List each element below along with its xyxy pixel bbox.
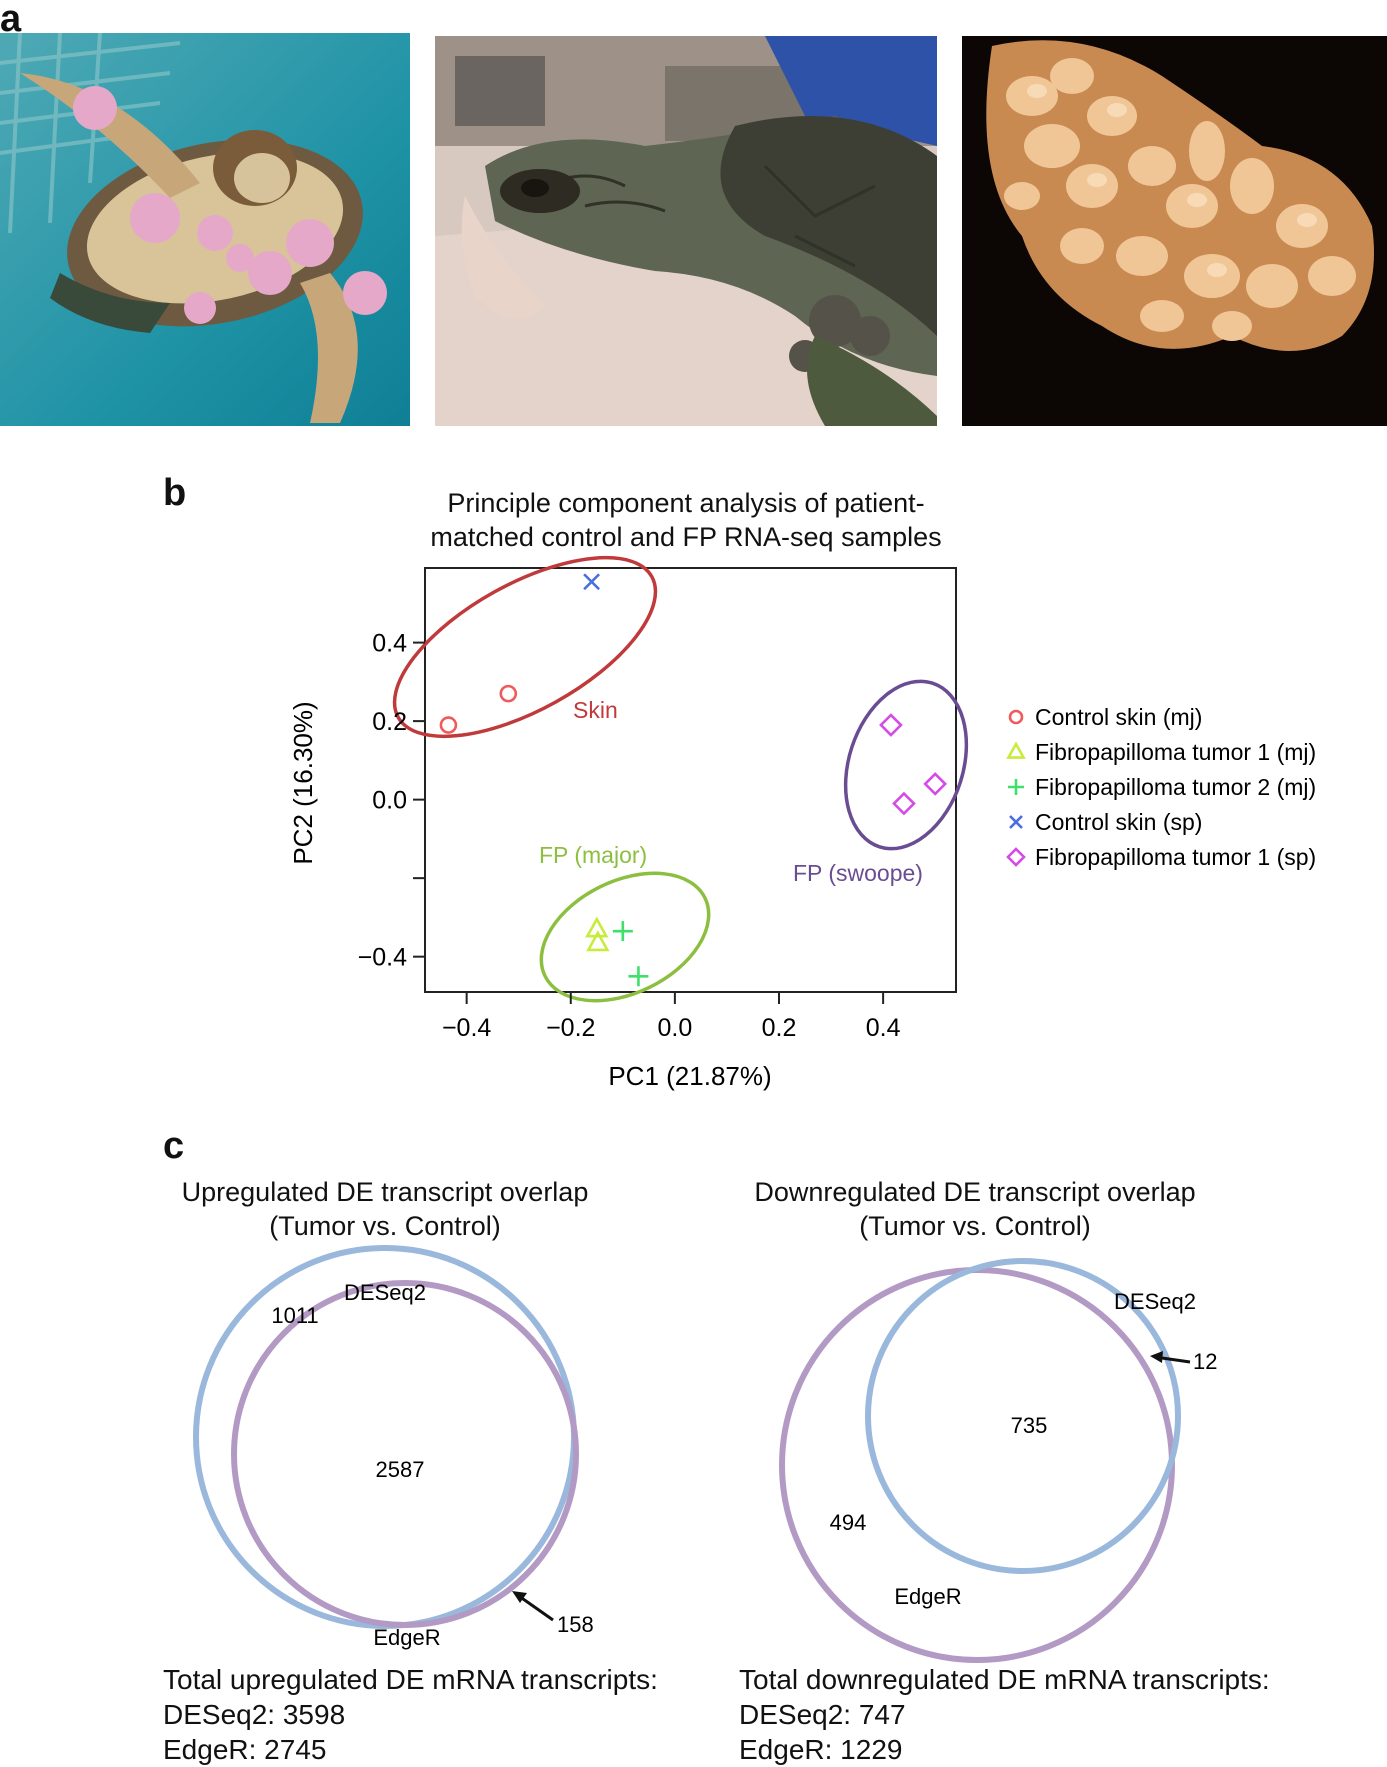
x-tick-label: −0.4 xyxy=(442,1014,491,1042)
up-edger-circle xyxy=(231,1280,579,1628)
legend-label: Fibropapilloma tumor 2 (mj) xyxy=(1035,774,1316,800)
data-point xyxy=(628,966,649,987)
plot-frame xyxy=(424,567,957,993)
legend-marker xyxy=(1006,741,1026,759)
fp-swoope-ellipse-label: FP (swoope) xyxy=(793,860,923,886)
legend-label: Control skin (mj) xyxy=(1035,704,1202,730)
skin-ellipse xyxy=(392,555,658,739)
panel-c-letter: c xyxy=(163,1125,185,1167)
down-total-edger: EdgeR: 1229 xyxy=(739,1734,903,1765)
tumor-closeup-photo xyxy=(962,36,1387,426)
down-venn-title-line1: Downregulated DE transcript overlap xyxy=(754,1177,1196,1207)
up-total-deseq2: DESeq2: 3598 xyxy=(163,1699,346,1730)
fp-major-ellipse-label: FP (major) xyxy=(539,842,647,868)
down-deseq2-only-count: 12 xyxy=(1193,1349,1217,1374)
down-total-line1: Total downregulated DE mRNA transcripts: xyxy=(739,1664,1270,1695)
panel-b-letter: b xyxy=(163,472,187,514)
down-totals: Total downregulated DE mRNA transcripts:… xyxy=(739,1662,1270,1767)
down-edger-only-count: 494 xyxy=(830,1510,867,1535)
x-tick-label: 0.0 xyxy=(657,1014,692,1042)
up-deseq2-label: DESeq2 xyxy=(344,1280,426,1305)
panel-a-letter: a xyxy=(0,0,22,40)
up-edger-label: EdgeR xyxy=(373,1625,440,1650)
skin-ellipse-label: Skin xyxy=(573,697,618,723)
up-arrow-head xyxy=(512,1591,527,1603)
pca-title-line2: matched control and FP RNA-seq samples xyxy=(430,522,942,552)
x-tick-label: 0.4 xyxy=(866,1014,901,1042)
up-venn-title-line1: Upregulated DE transcript overlap xyxy=(181,1177,589,1207)
x-tick-label: 0.2 xyxy=(762,1014,797,1042)
legend-marker xyxy=(1006,847,1026,867)
down-total-deseq2: DESeq2: 747 xyxy=(739,1699,906,1730)
up-total-edger: EdgeR: 2745 xyxy=(163,1734,327,1765)
data-point xyxy=(923,772,948,796)
data-point xyxy=(879,713,903,737)
legend-label: Fibropapilloma tumor 1 (mj) xyxy=(1035,739,1316,765)
legend-label: Control skin (sp) xyxy=(1035,809,1202,835)
y-axis-title: PC2 (16.30%) xyxy=(288,701,318,864)
down-deseq2-circle xyxy=(865,1258,1181,1574)
turtle-in-tank-photo xyxy=(0,33,410,426)
x-axis-title: PC1 (21.87%) xyxy=(608,1061,771,1091)
down-venn-title: Downregulated DE transcript overlap (Tum… xyxy=(730,1175,1220,1243)
legend-marker xyxy=(1008,779,1024,795)
data-point xyxy=(612,921,633,942)
up-overlap-count: 2587 xyxy=(376,1457,425,1482)
data-point xyxy=(586,930,610,952)
down-edger-circle xyxy=(779,1267,1175,1663)
down-venn-title-line2: (Tumor vs. Control) xyxy=(859,1211,1091,1241)
y-tick-label: 0.2 xyxy=(372,708,407,736)
up-total-line1: Total upregulated DE mRNA transcripts: xyxy=(163,1664,658,1695)
down-overlap-count: 735 xyxy=(1011,1413,1048,1438)
legend-marker xyxy=(1008,709,1024,725)
data-point xyxy=(439,716,458,734)
x-tick-label: −0.2 xyxy=(546,1014,595,1042)
down-edger-label: EdgeR xyxy=(894,1584,961,1609)
legend-marker xyxy=(1009,815,1023,829)
fp-swoope-ellipse xyxy=(843,679,969,851)
fp-major-ellipse xyxy=(539,871,711,1003)
data-point xyxy=(583,573,601,591)
up-venn-title: Upregulated DE transcript overlap (Tumor… xyxy=(150,1175,620,1243)
pca-title-line1: Principle component analysis of patient- xyxy=(447,488,925,518)
data-point xyxy=(499,684,518,703)
y-tick-label: 0.0 xyxy=(372,787,407,815)
down-deseq2-label: DESeq2 xyxy=(1114,1289,1196,1314)
up-edger-only-count: 158 xyxy=(557,1612,594,1637)
data-point xyxy=(892,791,916,816)
up-deseq2-only-count: 1011 xyxy=(271,1303,318,1328)
pca-title: Principle component analysis of patient-… xyxy=(366,486,1006,554)
legend-label: Fibropapilloma tumor 1 (sp) xyxy=(1035,844,1316,870)
up-venn-title-line2: (Tumor vs. Control) xyxy=(269,1211,501,1241)
y-tick-label: −0.4 xyxy=(358,944,407,972)
turtle-on-towel-photo xyxy=(435,36,937,426)
y-tick-label: 0.4 xyxy=(372,630,407,658)
up-totals: Total upregulated DE mRNA transcripts: D… xyxy=(163,1662,658,1767)
down-arrow-head xyxy=(1150,1351,1163,1363)
